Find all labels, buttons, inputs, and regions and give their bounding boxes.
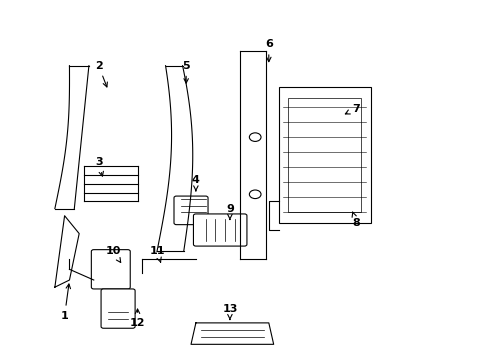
Text: 8: 8 bbox=[351, 212, 360, 228]
Text: 7: 7 bbox=[345, 104, 360, 114]
FancyBboxPatch shape bbox=[101, 289, 135, 328]
Text: 5: 5 bbox=[182, 61, 189, 83]
FancyBboxPatch shape bbox=[174, 196, 207, 225]
Text: 1: 1 bbox=[61, 284, 70, 321]
Text: 11: 11 bbox=[149, 247, 164, 262]
Text: 9: 9 bbox=[225, 203, 233, 219]
Text: 2: 2 bbox=[95, 61, 107, 87]
Text: 10: 10 bbox=[105, 247, 121, 262]
Text: 12: 12 bbox=[129, 309, 145, 328]
FancyBboxPatch shape bbox=[91, 249, 130, 289]
FancyBboxPatch shape bbox=[193, 214, 246, 246]
Text: 3: 3 bbox=[95, 157, 103, 176]
Bar bbox=[278, 87, 370, 223]
Text: 4: 4 bbox=[192, 175, 200, 191]
Bar bbox=[287, 98, 361, 212]
Text: 6: 6 bbox=[264, 39, 272, 62]
Text: 13: 13 bbox=[222, 303, 237, 319]
